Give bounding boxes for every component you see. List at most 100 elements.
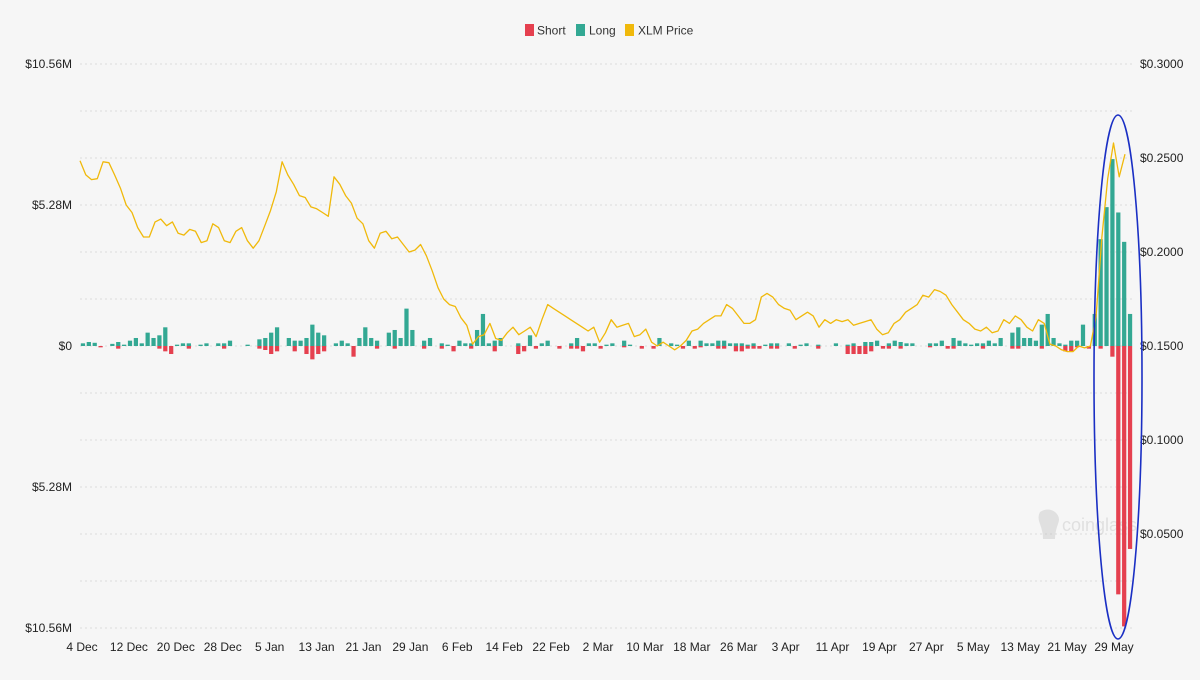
long-bar bbox=[863, 341, 868, 346]
short-bar bbox=[292, 346, 297, 352]
x-tick-label: 14 Feb bbox=[486, 640, 524, 654]
long-bar bbox=[1022, 337, 1027, 346]
long-bar bbox=[80, 343, 86, 346]
long-bar bbox=[151, 337, 156, 346]
long-bar bbox=[710, 343, 715, 346]
short-bar bbox=[951, 346, 956, 349]
x-tick-label: 13 May bbox=[1001, 640, 1040, 654]
legend-swatch-xlm-price bbox=[625, 24, 634, 36]
y-right-tick-label: $0.1500 bbox=[1140, 339, 1184, 353]
long-bar bbox=[163, 327, 168, 346]
long-bar bbox=[445, 344, 450, 346]
short-bar bbox=[304, 346, 309, 355]
long-bar bbox=[410, 329, 415, 346]
long-bar bbox=[951, 337, 956, 346]
long-bar bbox=[174, 344, 180, 346]
short-bar bbox=[310, 346, 315, 360]
short-bar bbox=[516, 346, 521, 355]
long-bar bbox=[622, 340, 627, 346]
long-bar bbox=[304, 337, 309, 346]
short-bar bbox=[1010, 346, 1015, 349]
short-bar bbox=[739, 346, 744, 352]
long-bar bbox=[363, 327, 368, 346]
long-bar bbox=[774, 343, 780, 346]
short-bar bbox=[492, 346, 497, 352]
x-tick-label: 13 Jan bbox=[299, 640, 335, 654]
short-bar bbox=[169, 346, 174, 355]
short-bar bbox=[574, 346, 580, 349]
y-right-tick-label: $0.0500 bbox=[1140, 527, 1184, 541]
long-bar bbox=[992, 343, 997, 346]
short-bar bbox=[716, 346, 721, 349]
y-right-tick-label: $0.1000 bbox=[1140, 433, 1184, 447]
x-tick-label: 29 May bbox=[1094, 640, 1133, 654]
long-bar bbox=[804, 343, 809, 346]
short-bar bbox=[869, 346, 874, 352]
short-bar bbox=[469, 346, 474, 349]
x-tick-label: 5 Jan bbox=[255, 640, 284, 654]
short-bar bbox=[863, 346, 868, 355]
short-bar bbox=[451, 346, 456, 352]
legend-label-short: Short bbox=[537, 24, 566, 38]
long-bar bbox=[869, 341, 874, 346]
long-bar bbox=[133, 337, 139, 346]
long-bar bbox=[422, 340, 427, 346]
long-bar bbox=[686, 340, 691, 346]
long-bar bbox=[545, 340, 550, 346]
short-bar bbox=[1086, 346, 1091, 349]
long-bar bbox=[980, 343, 986, 346]
x-tick-label: 5 May bbox=[957, 640, 990, 654]
xlm-price-line bbox=[79, 142, 1126, 353]
short-bar bbox=[392, 346, 397, 349]
long-bar bbox=[1116, 212, 1121, 346]
long-bar bbox=[486, 343, 491, 346]
short-bar bbox=[557, 346, 562, 349]
short-bar bbox=[222, 346, 227, 349]
legend-swatch-long bbox=[576, 24, 585, 36]
long-bar bbox=[910, 343, 915, 346]
long-bar bbox=[216, 343, 221, 346]
y-left-tick-label: $10.56M bbox=[25, 57, 72, 71]
legend-item-xlm-price[interactable]: XLM Price bbox=[625, 24, 694, 38]
short-bar bbox=[886, 346, 891, 349]
short-bar bbox=[1069, 346, 1074, 352]
short-bar bbox=[1016, 346, 1021, 349]
long-bar bbox=[969, 344, 974, 346]
long-bar bbox=[427, 337, 433, 346]
long-bar bbox=[1110, 159, 1115, 346]
long-bar bbox=[269, 332, 274, 346]
long-bar bbox=[569, 343, 574, 346]
long-bar bbox=[127, 340, 133, 346]
short-bar bbox=[1039, 346, 1044, 349]
long-bar bbox=[1122, 241, 1127, 346]
short-bar bbox=[1074, 346, 1080, 348]
legend-item-long[interactable]: Long bbox=[576, 24, 616, 38]
long-bar bbox=[527, 335, 533, 346]
long-bar bbox=[939, 340, 944, 346]
x-tick-label: 6 Feb bbox=[442, 640, 473, 654]
long-bar bbox=[539, 343, 544, 346]
x-tick-label: 18 Mar bbox=[673, 640, 710, 654]
short-bar bbox=[733, 346, 739, 352]
long-bar bbox=[1074, 340, 1080, 346]
y-left-tick-label: $5.28M bbox=[32, 480, 72, 494]
long-bar bbox=[480, 313, 486, 346]
long-bar bbox=[222, 343, 227, 346]
long-bar bbox=[469, 343, 474, 346]
long-bar bbox=[374, 340, 380, 346]
gridlines bbox=[80, 63, 1133, 629]
y-right-tick-label: $0.3000 bbox=[1140, 57, 1184, 71]
x-tick-label: 28 Dec bbox=[204, 640, 242, 654]
x-tick-label: 21 Jan bbox=[345, 640, 381, 654]
long-bar bbox=[322, 335, 327, 346]
long-bar bbox=[110, 343, 115, 346]
long-bar bbox=[198, 344, 203, 346]
x-tick-label: 19 Apr bbox=[862, 640, 897, 654]
legend-item-short[interactable]: Short bbox=[525, 24, 566, 38]
long-bar bbox=[116, 341, 121, 346]
long-bar bbox=[392, 329, 397, 346]
long-bar bbox=[898, 341, 903, 346]
long-bar bbox=[333, 343, 339, 346]
long-bar bbox=[745, 344, 750, 346]
